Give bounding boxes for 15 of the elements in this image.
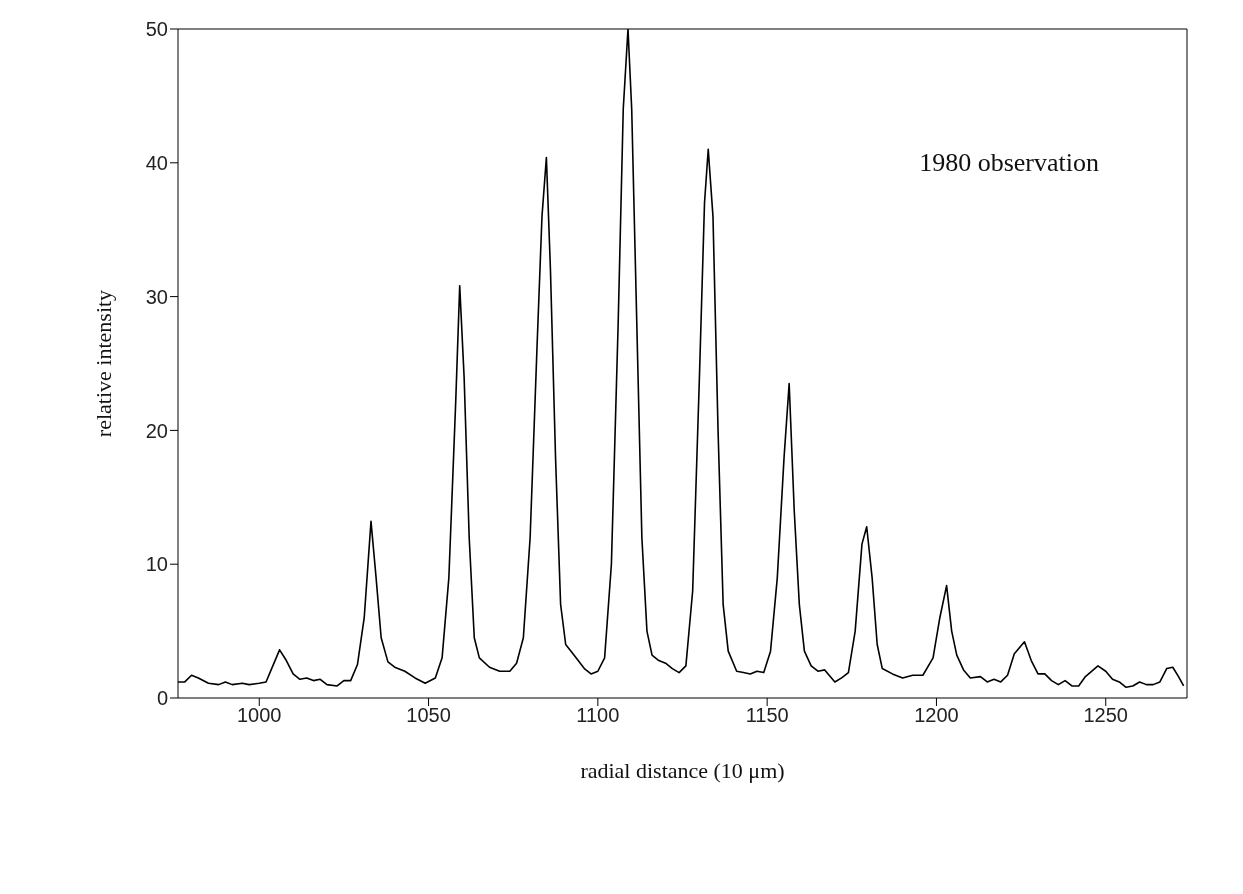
y-axis-title: relative intensity	[90, 289, 116, 438]
y-tick-label: 50	[145, 18, 168, 41]
x-tick-label: 1200	[914, 704, 959, 727]
x-tick-label: 1100	[576, 704, 620, 727]
x-tick-label: 1150	[745, 704, 789, 727]
y-tick-label: 0	[156, 687, 168, 710]
y-tick-label: 30	[145, 285, 168, 308]
x-tick-label: 1050	[406, 704, 451, 727]
x-tick-label: 1000	[237, 704, 282, 727]
y-tick-label: 20	[145, 419, 168, 442]
annotation: 1980 observation	[919, 148, 1099, 178]
x-tick-label: 1250	[1083, 704, 1128, 727]
y-tick-label: 10	[145, 553, 168, 576]
y-tick-label: 40	[145, 151, 168, 174]
x-axis-title: radial distance (10 μm)	[580, 758, 785, 783]
